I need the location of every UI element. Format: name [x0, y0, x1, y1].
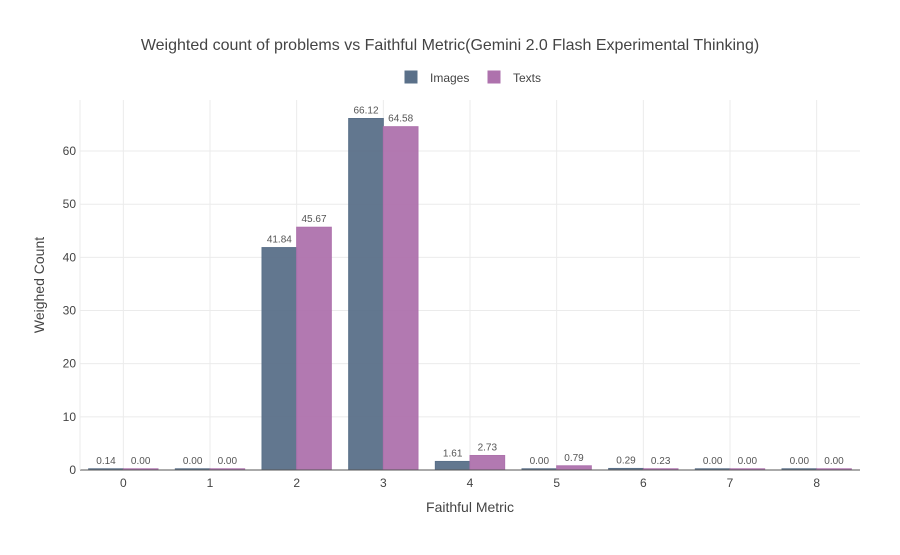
data-label: 0.00: [218, 456, 238, 467]
data-label: 0.00: [131, 456, 151, 467]
x-tick-label: 4: [467, 476, 474, 490]
x-tick-label: 7: [727, 476, 734, 490]
y-tick-label: 10: [63, 410, 77, 424]
data-label: 41.84: [267, 235, 292, 246]
data-label: 45.67: [301, 214, 326, 225]
data-label: 0.00: [790, 456, 810, 467]
x-tick-label: 1: [207, 476, 214, 490]
y-tick-label: 40: [63, 250, 77, 264]
y-tick-label: 20: [63, 357, 77, 371]
x-axis-title: Faithful Metric: [426, 499, 514, 515]
bar-texts-3[interactable]: [382, 126, 419, 471]
y-tick-label: 50: [63, 197, 77, 211]
legend-swatch-texts[interactable]: [487, 70, 501, 84]
data-label: 0.79: [564, 453, 584, 464]
data-label: 0.23: [651, 456, 671, 467]
bar-images-2[interactable]: [261, 247, 298, 471]
x-tick-label: 0: [120, 476, 127, 490]
y-tick-label: 0: [69, 463, 76, 477]
x-tick-label: 8: [813, 476, 820, 490]
legend: Images Texts: [404, 70, 541, 85]
data-label: 2.73: [478, 442, 498, 453]
data-label: 1.61: [443, 448, 463, 459]
legend-label-texts[interactable]: Texts: [513, 71, 541, 85]
bar-texts-4[interactable]: [469, 454, 506, 471]
data-label: 0.29: [616, 455, 636, 466]
data-label: 0.00: [738, 456, 758, 467]
x-tick-label: 5: [553, 476, 560, 490]
x-tick-label: 3: [380, 476, 387, 490]
data-label: 0.00: [703, 456, 723, 467]
bar-texts-5[interactable]: [556, 465, 592, 471]
data-label: 0.00: [824, 456, 844, 467]
data-labels: 0.14 0.00 41.84 66.12 1.61 0.00 0.29 0.00 0.00 0.…: [96, 106, 844, 467]
bar-images-3[interactable]: [348, 118, 384, 471]
y-tick-label: 30: [63, 304, 77, 318]
x-tick-label: 6: [640, 476, 647, 490]
legend-label-images[interactable]: Images: [430, 71, 469, 85]
axes: 0 10 20 30 40 50 60 0 1 2 3 4 5 6 7 8: [63, 100, 860, 490]
data-label: 0.00: [183, 456, 203, 467]
bars: [88, 118, 852, 471]
bar-texts-2[interactable]: [296, 226, 332, 471]
bar-images-4[interactable]: [434, 460, 471, 471]
y-axis-title: Weighed Count: [31, 237, 47, 333]
data-label: 0.14: [96, 456, 116, 467]
chart-title: Weighted count of problems vs Faithful M…: [141, 37, 759, 54]
data-label: 64.58: [388, 114, 413, 125]
x-tick-label: 2: [293, 476, 300, 490]
data-label: 0.00: [530, 456, 550, 467]
data-label: 66.12: [353, 106, 378, 117]
y-tick-label: 60: [63, 144, 77, 158]
gridlines: [80, 100, 860, 470]
legend-swatch-images[interactable]: [404, 70, 418, 84]
